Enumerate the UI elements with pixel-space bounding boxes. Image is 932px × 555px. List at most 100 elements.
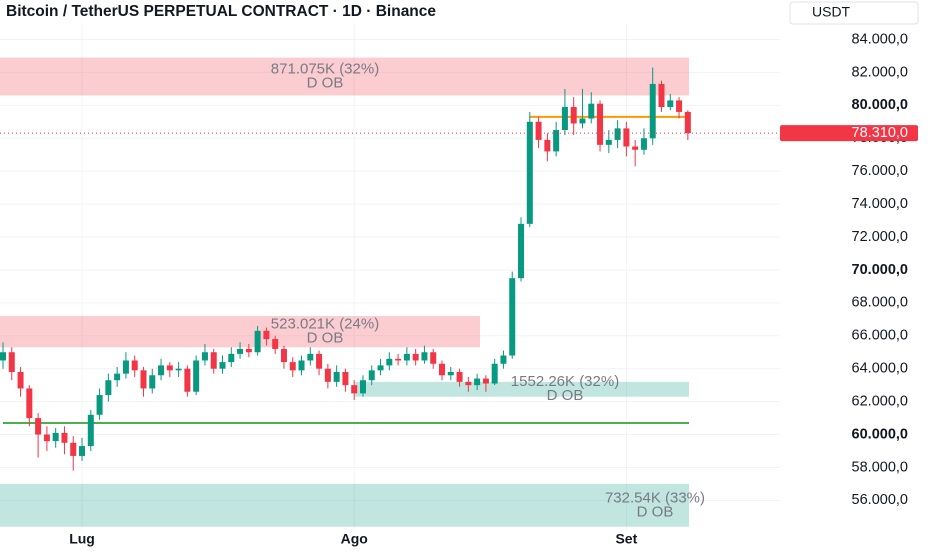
- candle-body: [272, 339, 279, 349]
- candle-body: [228, 353, 235, 363]
- y-tick-label: 76.000,0: [852, 163, 908, 179]
- candle-body: [307, 353, 314, 361]
- candle-body: [0, 352, 6, 361]
- order-block: [0, 483, 689, 527]
- y-tick-label: 66.000,0: [852, 328, 908, 344]
- candle-body: [158, 365, 165, 376]
- candle-body: [26, 388, 33, 419]
- candle-body: [237, 348, 244, 354]
- candle-body: [17, 371, 24, 389]
- candle-body: [333, 371, 340, 382]
- last-price-box: [780, 125, 918, 142]
- y-tick-label: 80.000,0: [852, 97, 908, 113]
- order-block: [355, 381, 689, 397]
- y-tick-label: 62.000,0: [852, 393, 908, 409]
- candle-body: [254, 330, 261, 353]
- order-block-label: 732.54K (33%): [605, 489, 705, 506]
- y-tick-label: 58.000,0: [852, 459, 908, 475]
- candle-body: [351, 385, 358, 394]
- candle-body: [210, 352, 217, 369]
- candle-body: [131, 360, 138, 371]
- last-price-label: 78.310,0: [852, 125, 908, 141]
- candle-body: [201, 352, 208, 361]
- candle-body: [465, 381, 472, 386]
- candle-body: [114, 373, 121, 381]
- candle-body: [518, 223, 525, 279]
- candle-body: [614, 128, 621, 140]
- candle-body: [684, 111, 691, 134]
- candle-body: [570, 106, 577, 124]
- candle-body: [289, 362, 296, 371]
- candle-body: [474, 378, 481, 386]
- axes: 56.000,0 58.000,0 60.000,0 62.000,0 64.000,0…: [0, 31, 918, 547]
- candle-body: [597, 103, 604, 145]
- candle-body: [149, 375, 156, 389]
- candle-body: [377, 365, 384, 371]
- candle-body: [667, 100, 674, 107]
- candle-body: [245, 348, 252, 353]
- order-block-label: 523.021K (24%): [271, 316, 379, 333]
- y-tick-label: 70.000,0: [852, 262, 908, 278]
- candle-body: [412, 353, 419, 361]
- x-tick-label: Ago: [341, 531, 368, 547]
- order-block-label: 1552.26K (32%): [511, 373, 619, 390]
- order-block-sublabel: D OB: [547, 387, 584, 404]
- candle-body: [500, 355, 507, 364]
- candle-body: [623, 128, 630, 147]
- currency-label[interactable]: USDT: [812, 4, 851, 20]
- candle-body: [52, 432, 59, 442]
- candle-body: [140, 370, 147, 389]
- candle-body: [640, 138, 647, 150]
- candle-body: [649, 83, 656, 139]
- candle-body: [61, 432, 68, 443]
- candle-body: [535, 121, 542, 140]
- candle-body: [70, 442, 77, 456]
- y-tick-label: 84.000,0: [852, 31, 908, 47]
- candle-body: [298, 360, 305, 371]
- order-block-sublabel: D OB: [307, 75, 344, 92]
- x-tick-label: Set: [615, 531, 637, 547]
- candle-body: [430, 352, 437, 364]
- candle-body: [588, 103, 595, 119]
- candle-body: [8, 352, 15, 372]
- candle-body: [96, 395, 103, 415]
- candle-body: [193, 360, 200, 392]
- y-tick-label: 74.000,0: [852, 196, 908, 212]
- x-tick-label: Lug: [69, 531, 95, 547]
- candle-body: [403, 353, 410, 361]
- candle-body: [491, 363, 498, 384]
- candle-body: [676, 100, 683, 112]
- candle-body: [447, 371, 454, 376]
- y-tick-label: 68.000,0: [852, 295, 908, 311]
- candle-body: [605, 139, 612, 145]
- candle-body: [526, 121, 533, 224]
- currency-box[interactable]: [789, 1, 919, 25]
- candle-body: [324, 368, 331, 382]
- candle-body: [632, 146, 639, 150]
- order-block: [0, 57, 689, 96]
- y-tick-label: 82.000,0: [852, 64, 908, 80]
- candle-body: [421, 352, 428, 361]
- candle-body: [105, 380, 112, 396]
- candle-body: [43, 434, 50, 442]
- y-tick-label: 56.000,0: [852, 492, 908, 508]
- candle-body: [439, 363, 445, 376]
- order-block-sublabel: D OB: [307, 330, 344, 347]
- candle-body: [658, 83, 665, 107]
- candle-body: [386, 358, 393, 366]
- candle-body: [219, 362, 226, 369]
- y-tick-label: 60.000,0: [852, 426, 908, 442]
- candle-body: [456, 371, 463, 382]
- candle-body: [359, 380, 366, 394]
- y-tick-label: 72.000,0: [852, 229, 908, 245]
- candle-body: [553, 130, 560, 152]
- candle-body: [579, 118, 586, 124]
- y-tick-label: 64.000,0: [852, 361, 908, 377]
- order-block-label: 871.075K (32%): [271, 61, 379, 78]
- candle-body: [368, 370, 375, 381]
- candle-body: [175, 368, 182, 371]
- candles: [0, 67, 691, 471]
- candle-body: [316, 353, 323, 369]
